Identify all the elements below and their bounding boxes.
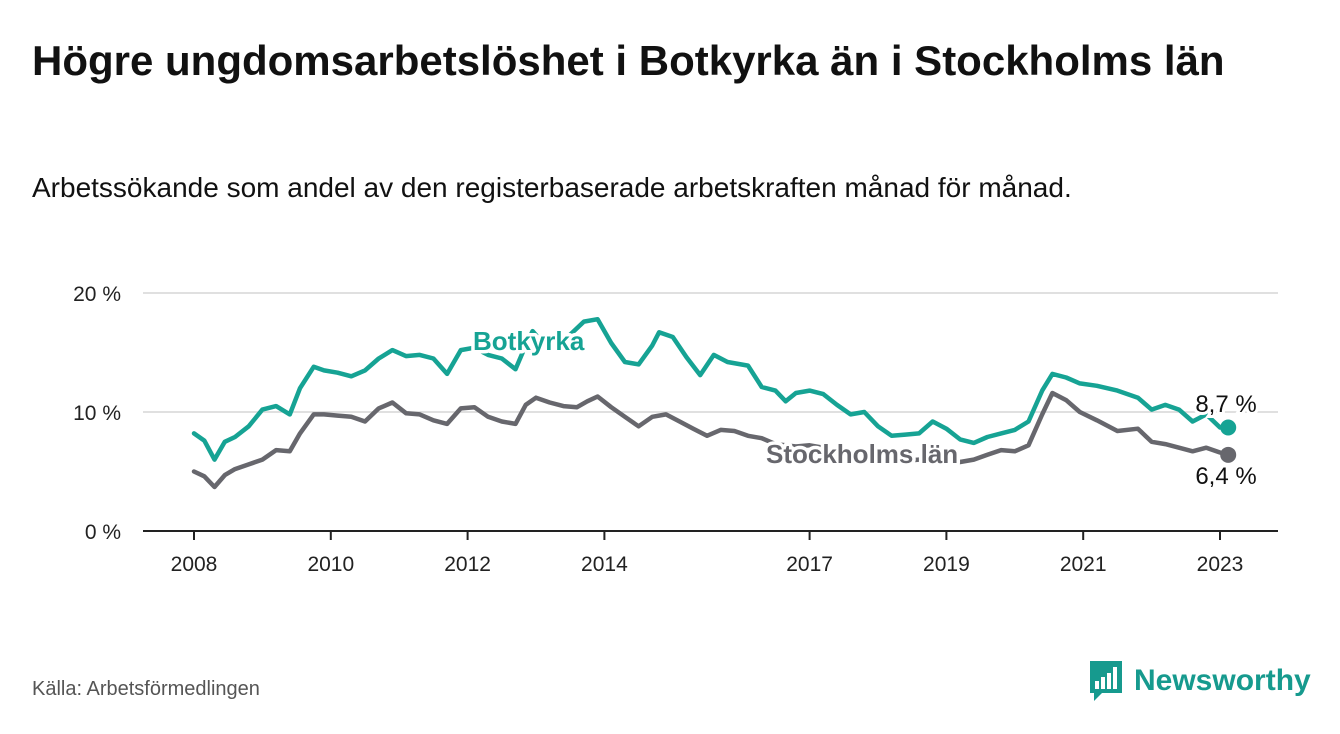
series-label-botkyrka: Botkyrka	[473, 326, 585, 356]
series-lines	[191, 316, 1237, 490]
series-label-stockholm: Stockholms län	[766, 439, 958, 469]
gridlines	[143, 292, 1278, 413]
brand-name: Newsworthy	[1134, 664, 1311, 697]
end-value-botkyrka: 8,7 %	[1195, 391, 1256, 418]
x-tick-label: 2023	[1197, 553, 1244, 576]
axes: 0 % 10 % 20 % 2008 2010 2012 2014 2017 2019 2021 2…	[73, 283, 1278, 576]
x-tick-label: 2019	[923, 553, 970, 576]
x-tick-label: 2017	[786, 553, 833, 576]
series-line-botkyrka	[191, 316, 1231, 462]
end-value-stockholm: 6,4 %	[1195, 463, 1256, 490]
y-tick-label: 20 %	[73, 283, 121, 306]
series-line-stockholm	[191, 390, 1231, 490]
newsworthy-logo-icon	[1090, 661, 1122, 701]
chart-labels: Botkyrka Stockholms län 8,7 % 6,4 %	[470, 323, 1260, 494]
y-tick-label: 10 %	[73, 402, 121, 425]
y-tick-label: 0 %	[85, 521, 121, 544]
x-tick-label: 2014	[581, 553, 628, 576]
x-tick-label: 2010	[307, 553, 354, 576]
source-note: Källa: Arbetsförmedlingen	[32, 678, 260, 700]
chart-title: Högre ungdomsarbetslöshet i Botkyrka än …	[32, 37, 1225, 84]
x-tick-label: 2012	[444, 553, 491, 576]
end-point-botkyrka	[1220, 419, 1237, 436]
x-tick-label: 2021	[1060, 553, 1107, 576]
x-tick-label: 2008	[171, 553, 218, 576]
brand-logo[interactable]: Newsworthy	[1088, 658, 1311, 704]
end-point-stockholm	[1220, 446, 1237, 463]
line-chart: 0 % 10 % 20 % 2008 2010 2012 2014 2017 2019 2021 2…	[73, 283, 1278, 576]
chart-subtitle: Arbetssökande som andel av den registerb…	[32, 172, 1072, 203]
